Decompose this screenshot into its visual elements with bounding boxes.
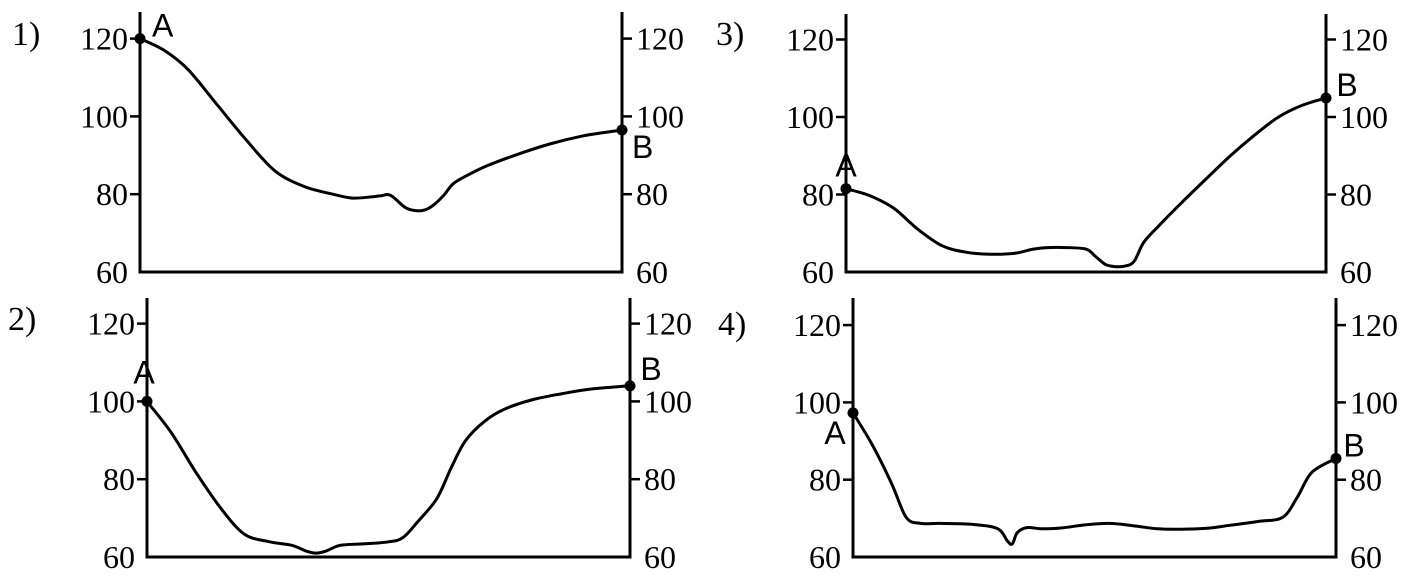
right-tick-label: 60 bbox=[636, 254, 668, 290]
point-a-marker bbox=[847, 407, 859, 419]
point-b-marker bbox=[1330, 452, 1342, 464]
profile-line bbox=[851, 411, 1338, 546]
left-tick-label: 120 bbox=[793, 307, 841, 343]
panel-label: 3) bbox=[716, 16, 744, 53]
point-a-marker bbox=[141, 395, 153, 407]
right-tick-label: 80 bbox=[636, 176, 668, 212]
profile-line bbox=[138, 37, 624, 213]
panel-label: 1) bbox=[12, 16, 40, 53]
left-tick-label: 80 bbox=[103, 461, 135, 497]
point-a-label: A bbox=[152, 8, 174, 44]
left-tick-label: 100 bbox=[786, 99, 834, 135]
point-b-label: B bbox=[632, 129, 653, 165]
point-b-label: B bbox=[1343, 427, 1364, 463]
right-tick-label: 120 bbox=[1340, 22, 1388, 58]
left-tick-label: 120 bbox=[87, 306, 135, 342]
right-tick-label: 100 bbox=[636, 98, 684, 134]
point-a-marker bbox=[134, 33, 146, 45]
left-tick-label: 80 bbox=[96, 176, 128, 212]
profile-line bbox=[844, 96, 1328, 269]
right-tick-label: 60 bbox=[1340, 254, 1372, 290]
profile-chart-2: 2) 60 60 80 80 100 100 120 120 A B bbox=[8, 298, 692, 575]
panel-label: 2) bbox=[8, 301, 36, 338]
left-tick-label: 100 bbox=[87, 383, 135, 419]
point-b-marker bbox=[616, 124, 628, 136]
right-tick-label: 120 bbox=[644, 306, 692, 342]
panel-label: 4) bbox=[718, 306, 746, 343]
left-tick-label: 60 bbox=[809, 539, 841, 575]
left-tick-label: 120 bbox=[80, 21, 128, 57]
point-b-label: B bbox=[1336, 67, 1357, 103]
right-tick-label: 80 bbox=[1340, 177, 1372, 213]
point-a-label: A bbox=[133, 354, 155, 390]
left-tick-label: 120 bbox=[786, 22, 834, 58]
left-tick-label: 100 bbox=[793, 384, 841, 420]
right-tick-label: 120 bbox=[636, 21, 684, 57]
right-tick-label: 120 bbox=[1350, 307, 1398, 343]
right-tick-label: 100 bbox=[1340, 99, 1388, 135]
profile-chart-1: 1) 60 60 80 80 100 100 120 120 A B bbox=[12, 8, 684, 290]
profile-chart-3: 3) 60 60 80 80 100 100 120 120 A B bbox=[716, 14, 1388, 290]
right-tick-label: 80 bbox=[644, 461, 676, 497]
profile-chart-4: 4) 60 60 80 80 100 100 120 120 A B bbox=[718, 298, 1398, 575]
right-tick-label: 80 bbox=[1350, 462, 1382, 498]
right-tick-label: 100 bbox=[1350, 384, 1398, 420]
right-tick-label: 60 bbox=[1350, 539, 1382, 575]
left-tick-label: 60 bbox=[103, 539, 135, 575]
left-tick-label: 60 bbox=[96, 254, 128, 290]
point-b-label: B bbox=[640, 351, 661, 387]
right-tick-label: 60 bbox=[644, 539, 676, 575]
right-tick-label: 100 bbox=[644, 383, 692, 419]
point-b-marker bbox=[624, 380, 636, 392]
point-a-label: A bbox=[835, 148, 857, 184]
left-tick-label: 100 bbox=[80, 98, 128, 134]
profile-line bbox=[145, 384, 632, 555]
point-a-marker bbox=[840, 183, 852, 195]
left-tick-label: 80 bbox=[809, 462, 841, 498]
point-a-label: A bbox=[824, 415, 846, 451]
left-tick-label: 60 bbox=[802, 254, 834, 290]
point-b-marker bbox=[1320, 92, 1332, 104]
left-tick-label: 80 bbox=[802, 177, 834, 213]
